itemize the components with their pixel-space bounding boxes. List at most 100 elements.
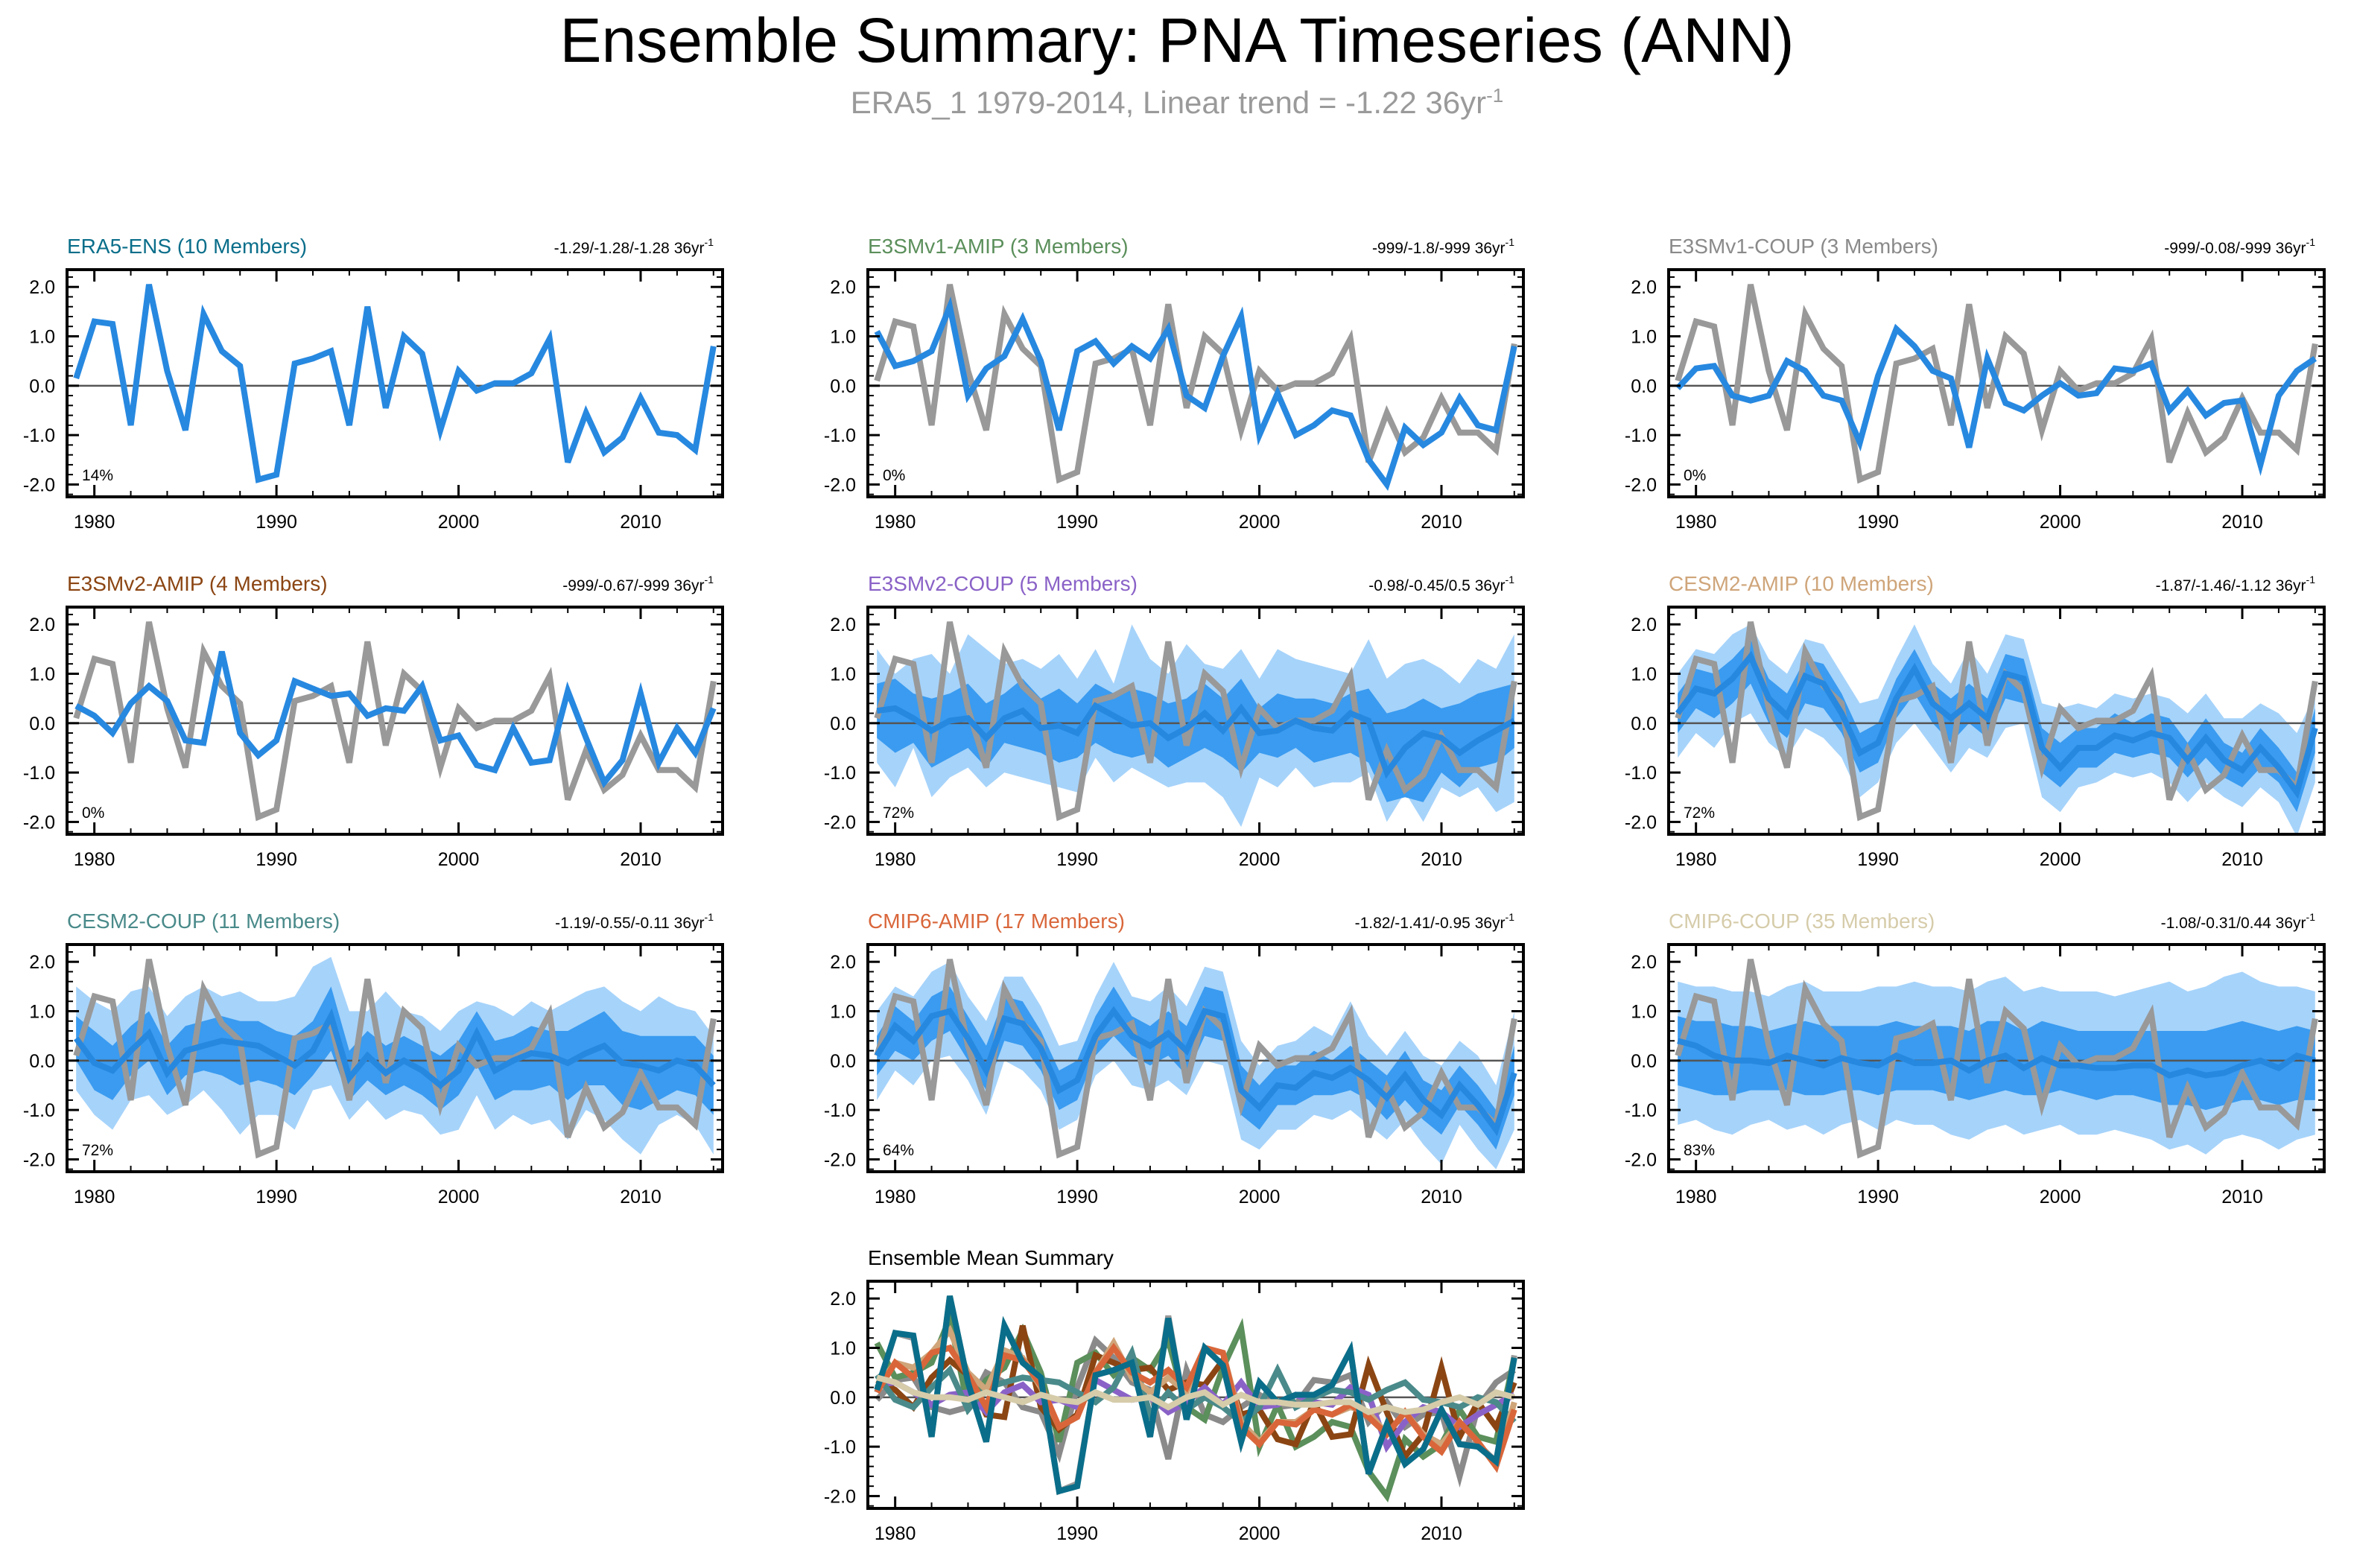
panel-title: E3SMv1-COUP (3 Members) [1669,235,1938,258]
plot-area [868,1295,1523,1503]
y-tick-label: 1.0 [29,1002,55,1023]
panel-percent: 0% [82,804,104,822]
panel-title: CMIP6-AMIP (17 Members) [868,910,1125,933]
y-tick-label: -2.0 [1625,1149,1657,1170]
y-tick-label: -2.0 [1625,474,1657,495]
x-tick-label: 1980 [1675,1187,1717,1207]
panel-4: 2.0 1.0 0.0 -1.0 -2.0 1980 1990 2000 2010 E3SMv2-… [23,572,724,870]
x-tick-label: 2010 [620,512,662,533]
x-tick-label: 2000 [1239,849,1281,870]
y-tick-label: 2.0 [1631,277,1657,298]
ensemble-mean-line [1675,650,2318,799]
plot-area [67,956,723,1159]
observation-line [874,284,1517,484]
spread-band-inner [877,986,1514,1150]
panel-title: ERA5-ENS (10 Members) [67,235,307,258]
trend-value: -1.82/-1.41/-0.95 36yr [1355,915,1506,932]
y-tick-label: 2.0 [29,615,55,635]
x-tick-label: 1990 [256,512,297,533]
plot-area [1669,621,2324,834]
y-tick-label: 0.0 [29,1051,55,1072]
y-tick-label: -2.0 [824,812,856,833]
x-tick-label: 1990 [1056,849,1098,870]
trend-unit-exponent: -1 [1506,911,1515,923]
figure-title: Ensemble Summary: PNA Timeseries (ANN) [559,5,1795,75]
panel-percent: 64% [883,1142,914,1159]
observation-line [73,959,717,1159]
y-tick-label: 1.0 [1631,327,1657,348]
panel-title: E3SMv1-AMIP (3 Members) [868,235,1129,258]
trend-value: -999/-1.8/-999 36yr [1372,240,1506,257]
y-tick-label: 0.0 [830,376,856,397]
panel-trend: -999/-0.67/-999 36yr-1 [562,574,714,594]
ensemble-mean-line [1677,1038,2316,1079]
y-tick-label: -1.0 [1625,763,1657,784]
panel-trend: -1.87/-1.46/-1.12 36yr-1 [2156,574,2316,594]
summary-title: Ensemble Mean Summary [868,1246,1114,1269]
panel-trend: -1.19/-0.55/-0.11 36yr-1 [555,911,714,932]
y-tick-label: 0.0 [1631,376,1657,397]
observation-line [874,621,1517,822]
panel-frame [866,943,1525,1173]
x-tick-label: 1990 [1857,1187,1899,1207]
y-tick-label: -2.0 [23,1149,55,1170]
x-tick-label: 1980 [875,1187,916,1207]
plot-area [67,621,723,822]
x-tick-label: 2000 [438,512,480,533]
y-tick-label: 0.0 [830,1388,856,1409]
panel-trend: -1.08/-0.31/0.44 36yr-1 [2161,911,2316,932]
x-tick-label: 2010 [620,1187,662,1207]
panel-title: E3SMv2-COUP (5 Members) [868,572,1138,595]
panel-frame [866,1280,1525,1510]
figure-subtitle: ERA5_1 1979-2014, Linear trend = -1.22 3… [0,74,2354,124]
observation-line [73,621,717,822]
y-tick-label: 1.0 [830,327,856,348]
panel-frame [1667,943,2326,1173]
trend-unit-exponent: -1 [2306,236,2316,248]
panel-3: 2.0 1.0 0.0 -1.0 -2.0 1980 1990 2000 2010 E3SMv1-… [1625,235,2326,533]
y-tick-label: -1.0 [824,1100,856,1121]
y-tick-label: -2.0 [824,1486,856,1507]
x-tick-label: 1980 [875,1523,916,1544]
y-tick-label: 2.0 [29,952,55,973]
x-tick-label: 2010 [620,849,662,870]
panel-frame [66,943,724,1173]
x-tick-label: 2010 [2221,512,2263,533]
x-tick-label: 2000 [438,849,480,870]
panel-trend: -999/-0.08/-999 36yr-1 [2164,236,2315,257]
x-tick-label: 1980 [875,512,916,533]
trend-value: -999/-0.67/-999 36yr [562,577,704,594]
x-tick-label: 2010 [2221,1187,2263,1207]
y-tick-label: 2.0 [830,1289,856,1310]
y-tick-label: -1.0 [23,763,55,784]
x-tick-label: 1990 [256,1187,297,1207]
panel-1: 2.0 1.0 0.0 -1.0 -2.0 1980 1990 2000 2010 ERA5-EN… [23,235,724,533]
panel-frame [866,268,1525,498]
y-tick-label: 1.0 [830,664,856,685]
x-tick-label: 1990 [1056,1523,1098,1544]
y-tick-label: 0.0 [830,714,856,734]
y-tick-label: 1.0 [1631,664,1657,685]
x-tick-label: 2000 [2040,1187,2081,1207]
y-tick-label: 1.0 [1631,1002,1657,1023]
trend-unit-exponent: -1 [705,574,714,585]
trend-value: -1.19/-0.55/-0.11 36yr [555,915,704,932]
x-tick-label: 1980 [74,1187,115,1207]
observation-line [1675,621,2318,822]
panel-percent: 72% [82,1142,113,1159]
trend-unit-exponent: -1 [1506,574,1515,585]
plot-area [868,959,1523,1169]
panel-trend: -0.98/-0.45/0.5 36yr-1 [1368,574,1514,594]
x-tick-label: 1990 [256,849,297,870]
plot-area [1669,959,2324,1159]
panel-5: 2.0 1.0 0.0 -1.0 -2.0 1980 1990 2000 2010 E3SMv2-… [824,572,1525,870]
panel-percent: 0% [1684,467,1706,484]
x-tick-label: 2010 [1421,849,1462,870]
panel-trend: -1.82/-1.41/-0.95 36yr-1 [1355,911,1515,932]
x-tick-label: 2000 [2040,512,2081,533]
y-tick-label: -1.0 [824,425,856,446]
x-tick-label: 1990 [1056,1187,1098,1207]
plot-area [868,284,1523,492]
trend-unit-exponent: -1 [2306,574,2316,585]
